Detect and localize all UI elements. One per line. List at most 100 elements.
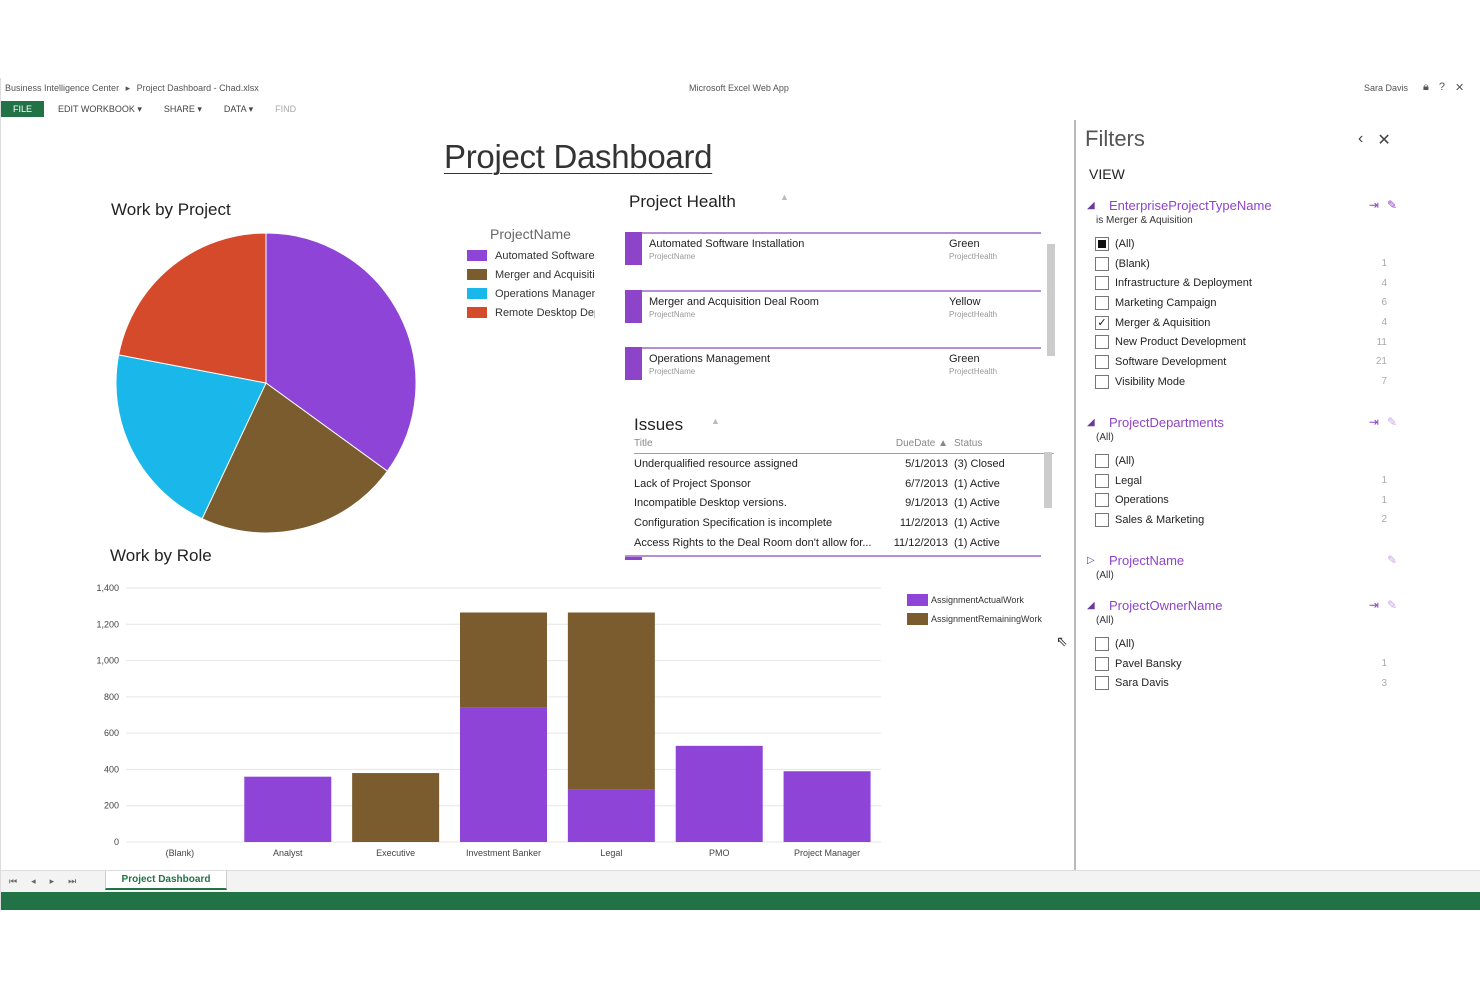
sheet-tab-project-dashboard[interactable]: Project Dashboard bbox=[105, 871, 227, 890]
bar-1-4[interactable] bbox=[567, 612, 655, 790]
chevron-right-icon: ▸ bbox=[125, 83, 131, 93]
checkbox[interactable] bbox=[1095, 374, 1109, 389]
checkbox[interactable] bbox=[1095, 256, 1109, 271]
table-row[interactable]: Incompatible Desktop versions. 9/1/2013 (1… bbox=[634, 493, 1054, 513]
checkbox[interactable] bbox=[1095, 335, 1109, 350]
table-row[interactable]: Underqualified resource assigned 5/1/2013… bbox=[634, 454, 1054, 474]
legend-item[interactable]: Operations Management bbox=[467, 284, 595, 303]
clear-filter-icon[interactable]: ✎ bbox=[1386, 553, 1397, 567]
find-button[interactable]: FIND bbox=[275, 104, 297, 114]
work-by-project-pie[interactable] bbox=[111, 228, 421, 538]
bar-0-5[interactable] bbox=[675, 745, 763, 842]
filter-group-header[interactable]: ◢ ProjectDepartments ⇥ ✎ bbox=[1087, 413, 1397, 431]
pie-slice-3[interactable] bbox=[118, 232, 267, 384]
checkbox[interactable] bbox=[1095, 676, 1109, 691]
col-duedate[interactable]: DueDate ▲ bbox=[895, 438, 948, 449]
y-tick-label: 1,000 bbox=[96, 656, 119, 666]
bar-1-2[interactable] bbox=[352, 773, 440, 842]
checkbox[interactable] bbox=[1095, 453, 1109, 468]
expand-down-icon[interactable]: ◢ bbox=[1087, 599, 1095, 611]
help-icon[interactable]: ? bbox=[1438, 81, 1445, 93]
table-row[interactable]: Access Rights to the Deal Room don't all… bbox=[634, 533, 1054, 553]
share-menu[interactable]: SHARE ▾ bbox=[163, 103, 202, 114]
filter-item[interactable]: ✓ Merger & Aquisition 4 bbox=[1095, 313, 1397, 333]
table-row[interactable]: Configuration Specification is incomplet… bbox=[634, 513, 1054, 533]
chevron-left-icon[interactable]: ‹ bbox=[1358, 130, 1364, 147]
filter-export-icon[interactable]: ⇥ bbox=[1368, 415, 1379, 429]
checkbox[interactable] bbox=[1095, 656, 1109, 671]
expand-down-icon[interactable]: ◢ bbox=[1087, 199, 1095, 211]
filter-item[interactable]: (Blank) 1 bbox=[1095, 254, 1397, 274]
filter-item[interactable]: Visibility Mode 7 bbox=[1095, 372, 1397, 392]
close-panel-icon[interactable]: ✕ bbox=[1377, 132, 1391, 149]
health-row[interactable]: Merger and Acquisition Deal Room Project… bbox=[625, 288, 1045, 346]
bar-1-3[interactable] bbox=[460, 612, 547, 708]
filter-group: ◢ EnterpriseProjectTypeName ⇥ ✎ is Merger & … bbox=[1087, 196, 1397, 392]
filter-item[interactable]: (All) bbox=[1095, 634, 1397, 654]
health-scrollbar[interactable] bbox=[1047, 244, 1055, 356]
col-title[interactable]: Title bbox=[634, 438, 653, 449]
filter-item[interactable]: (All) bbox=[1095, 234, 1397, 254]
filter-item[interactable]: Pavel Bansky 1 bbox=[1095, 654, 1397, 674]
expand-right-icon[interactable]: ▷ bbox=[1087, 554, 1095, 566]
legend-item[interactable]: Merger and Acquisition Deal Room bbox=[467, 265, 595, 284]
filter-item[interactable]: Infrastructure & Deployment 4 bbox=[1095, 273, 1397, 293]
filter-item[interactable]: Sara Davis 3 bbox=[1095, 673, 1397, 693]
breadcrumb-site[interactable]: Business Intelligence Center bbox=[5, 83, 120, 93]
work-by-role-chart[interactable]: 0 200 400 600 800 1,000 1,200 1,400 (Blank) Analy… bbox=[86, 578, 886, 868]
collapse-icon[interactable]: ▲ bbox=[780, 192, 789, 202]
legend-item[interactable]: AssignmentActualWork bbox=[907, 590, 1042, 609]
last-sheet-icon[interactable]: ⏭︎ bbox=[68, 876, 77, 886]
expand-down-icon[interactable]: ◢ bbox=[1087, 416, 1095, 428]
checkbox[interactable] bbox=[1095, 236, 1109, 251]
pie-slice-0[interactable] bbox=[265, 232, 417, 472]
health-row[interactable]: Automated Software Installation ProjectN… bbox=[625, 230, 1045, 288]
clear-filter-icon[interactable]: ✎ bbox=[1386, 198, 1397, 212]
checkbox[interactable] bbox=[1095, 295, 1109, 310]
lock-icon[interactable]: 🔒︎ bbox=[1423, 81, 1429, 93]
checkbox[interactable] bbox=[1095, 636, 1109, 651]
data-menu[interactable]: DATA ▾ bbox=[223, 103, 254, 114]
filter-group-header[interactable]: ◢ EnterpriseProjectTypeName ⇥ ✎ bbox=[1087, 196, 1397, 214]
clear-filter-icon[interactable]: ✎ bbox=[1386, 598, 1397, 612]
edit-workbook-menu[interactable]: EDIT WORKBOOK ▾ bbox=[58, 103, 142, 114]
bar-0-4[interactable] bbox=[567, 789, 655, 842]
filter-item[interactable]: Marketing Campaign 6 bbox=[1095, 293, 1397, 313]
bar-0-6[interactable] bbox=[783, 771, 871, 842]
first-sheet-icon[interactable]: ⏮︎ bbox=[9, 876, 18, 886]
legend-item[interactable]: Remote Desktop Deployment bbox=[467, 303, 595, 322]
close-icon[interactable]: ✕ bbox=[1454, 82, 1465, 94]
table-row[interactable]: Lack of Project Sponsor 6/7/2013 (1) Activ… bbox=[634, 474, 1054, 494]
filter-export-icon[interactable]: ⇥ bbox=[1368, 198, 1379, 212]
col-status[interactable]: Status bbox=[954, 438, 983, 449]
bar-0-1[interactable] bbox=[244, 776, 332, 842]
filter-item[interactable]: New Product Development 11 bbox=[1095, 332, 1397, 352]
filter-item[interactable]: Sales & Marketing 2 bbox=[1095, 510, 1397, 530]
filter-item-label: Legal bbox=[1115, 474, 1142, 487]
issues-scrollbar[interactable] bbox=[1044, 452, 1052, 508]
bar-0-3[interactable] bbox=[460, 707, 547, 842]
pie-slice-2[interactable] bbox=[115, 354, 267, 520]
filter-group-header[interactable]: ◢ ProjectOwnerName ⇥ ✎ bbox=[1087, 596, 1397, 614]
filter-item[interactable]: (All) bbox=[1095, 451, 1397, 471]
health-row[interactable]: Operations Management ProjectName Green … bbox=[625, 345, 1045, 403]
collapse-icon[interactable]: ▲ bbox=[711, 416, 720, 426]
checkbox[interactable] bbox=[1095, 354, 1109, 369]
legend-item[interactable]: Automated Software Installation bbox=[467, 246, 595, 265]
next-sheet-icon[interactable]: ▸ bbox=[49, 876, 55, 886]
checkbox[interactable] bbox=[1095, 493, 1109, 508]
file-tab[interactable]: FILE bbox=[1, 101, 45, 117]
filter-item[interactable]: Software Development 21 bbox=[1095, 352, 1397, 372]
clear-filter-icon[interactable]: ✎ bbox=[1386, 415, 1397, 429]
user-name[interactable]: Sara Davis bbox=[1364, 83, 1409, 93]
checkbox[interactable] bbox=[1095, 276, 1109, 291]
filter-item[interactable]: Operations 1 bbox=[1095, 490, 1397, 510]
checkbox[interactable]: ✓ bbox=[1095, 315, 1109, 330]
filter-export-icon[interactable]: ⇥ bbox=[1368, 598, 1379, 612]
prev-sheet-icon[interactable]: ◂ bbox=[31, 876, 36, 886]
filter-group-header[interactable]: ▷ ProjectName ✎ bbox=[1087, 551, 1397, 569]
legend-item[interactable]: AssignmentRemainingWork bbox=[907, 609, 1042, 628]
checkbox[interactable] bbox=[1095, 473, 1109, 488]
checkbox[interactable] bbox=[1095, 512, 1109, 527]
filter-item[interactable]: Legal 1 bbox=[1095, 471, 1397, 491]
